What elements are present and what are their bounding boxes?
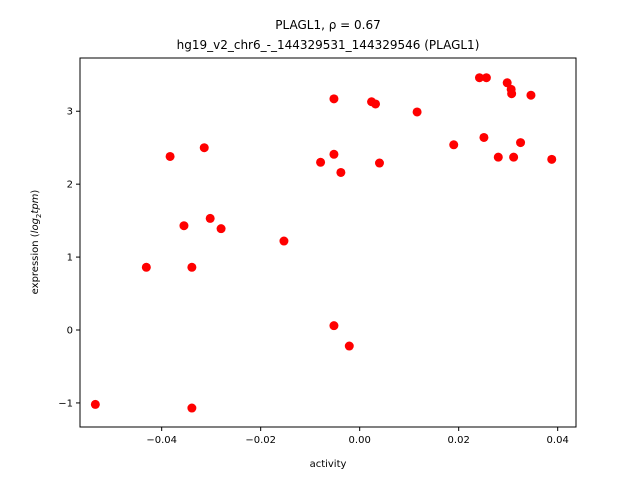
- chart-title-line-1: PLAGL1, ρ = 0.67: [275, 18, 380, 32]
- data-point-25: [502, 78, 512, 88]
- y-axis-label-prefix: expression (: [30, 233, 41, 294]
- y-tick-label-4: 3: [67, 107, 73, 118]
- data-point-4: [187, 262, 197, 272]
- data-point-9: [279, 236, 289, 246]
- data-point-17: [371, 99, 381, 109]
- y-axis-label-suffix: ): [30, 190, 41, 194]
- data-point-31: [547, 154, 557, 164]
- data-point-0: [90, 399, 100, 409]
- data-point-3: [179, 221, 189, 231]
- chart-title-line-2: hg19_v2_chr6_-_144329531_144329546 (PLAG…: [177, 38, 480, 52]
- y-axis-label-tpm: tpm: [30, 193, 41, 213]
- data-point-18: [374, 158, 384, 168]
- data-point-19: [412, 107, 422, 117]
- y-tick-label-2: 1: [67, 253, 73, 264]
- x-axis: −0.04 −0.02 0.00 0.02 0.04: [146, 427, 569, 446]
- data-point-15: [344, 341, 354, 351]
- data-point-8: [216, 224, 226, 234]
- data-point-7: [205, 213, 215, 223]
- x-tick-label-2: 0.00: [349, 435, 371, 446]
- data-point-1: [141, 262, 151, 272]
- data-point-30: [526, 90, 536, 100]
- x-tick-label-1: −0.02: [245, 435, 276, 446]
- data-point-5: [187, 403, 197, 413]
- y-axis: −1 0 1 2 3: [58, 107, 80, 409]
- data-point-14: [336, 167, 346, 177]
- data-point-12: [329, 149, 339, 159]
- x-tick-label-3: 0.02: [448, 435, 470, 446]
- y-tick-label-0: −1: [58, 398, 73, 409]
- plot-frame: [79, 57, 577, 428]
- data-point-6: [199, 143, 209, 153]
- data-point-2: [165, 151, 175, 161]
- data-point-23: [481, 73, 491, 83]
- data-point-10: [316, 157, 326, 167]
- y-axis-label-log: log: [30, 218, 41, 233]
- x-tick-label-4: 0.04: [547, 435, 569, 446]
- y-tick-label-3: 2: [67, 180, 73, 191]
- data-point-11: [329, 94, 339, 104]
- x-axis-label: activity: [310, 459, 347, 470]
- data-point-24: [493, 152, 503, 162]
- data-point-28: [509, 152, 519, 162]
- data-point-22: [479, 132, 489, 142]
- y-axis-label: expression (log2tpm): [30, 190, 43, 295]
- data-point-21: [474, 73, 484, 83]
- points-layer: [90, 73, 557, 413]
- y-tick-label-1: 0: [67, 326, 73, 337]
- y-axis-label-sub: 2: [35, 214, 43, 218]
- data-point-20: [449, 140, 459, 150]
- data-point-13: [329, 321, 339, 331]
- data-point-27: [507, 89, 517, 99]
- data-point-29: [516, 138, 526, 148]
- x-tick-label-0: −0.04: [146, 435, 177, 446]
